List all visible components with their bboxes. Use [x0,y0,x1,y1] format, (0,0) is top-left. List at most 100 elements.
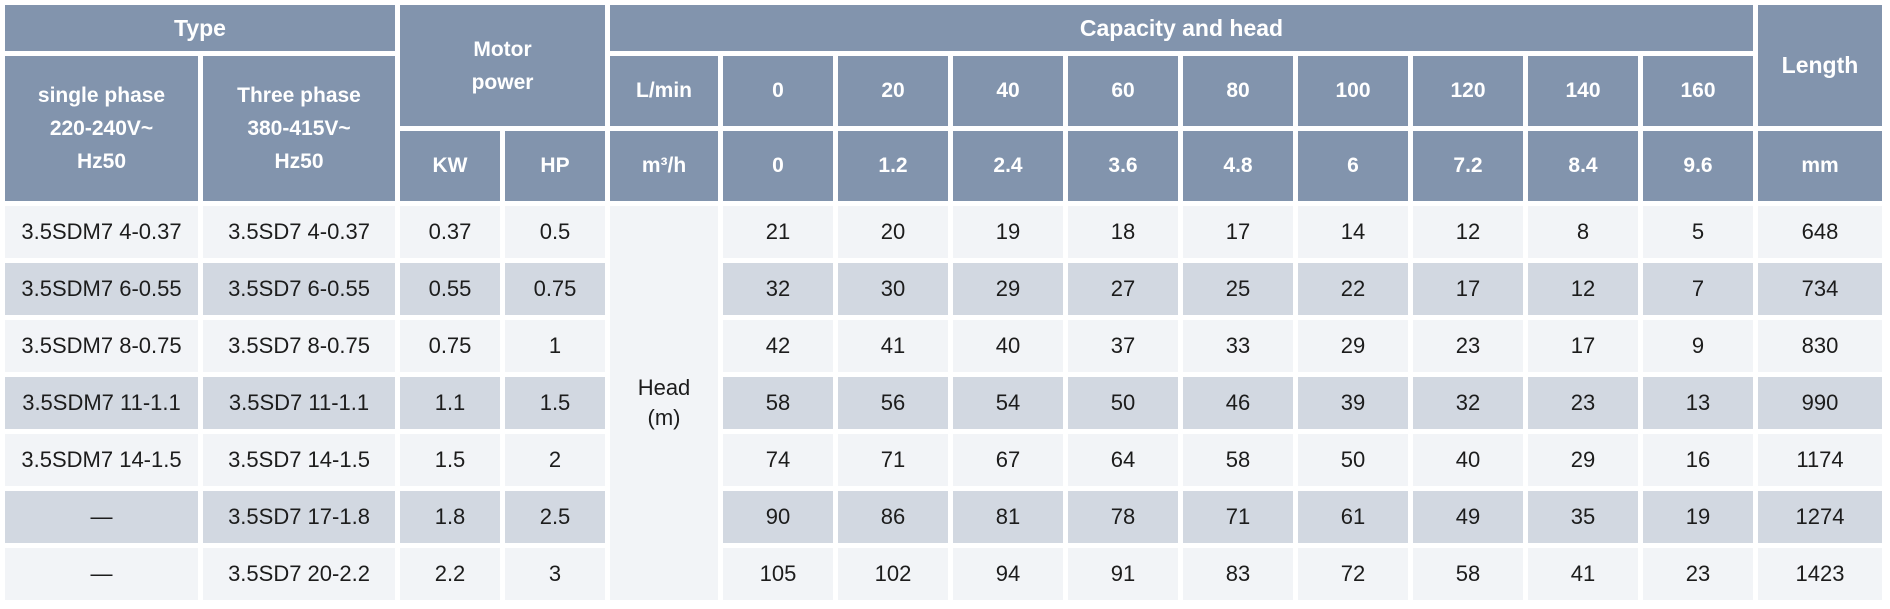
cell-head-value: 71 [838,434,948,486]
cell-hp: 0.75 [505,263,605,315]
cell-head-value: 19 [1643,491,1753,543]
header-lmin-0: 0 [723,56,833,126]
cell-head-value: 50 [1298,434,1408,486]
cell-head-value: 42 [723,320,833,372]
table-row: 3.5SDM7 14-1.5 3.5SD7 14-1.5 1.5 2 74 71… [5,434,1882,486]
cell-head-value: 49 [1413,491,1523,543]
cell-head-value: 58 [723,377,833,429]
cell-head-value: 14 [1298,206,1408,258]
header-hp: HP [505,131,605,201]
cell-head-value: 33 [1183,320,1293,372]
cell-three-phase-model: 3.5SD7 17-1.8 [203,491,395,543]
cell-hp: 0.5 [505,206,605,258]
cell-single-phase-model: — [5,548,198,600]
cell-head-value: 23 [1413,320,1523,372]
cell-kw: 1.1 [400,377,500,429]
head-m-unit-cell: Head (m) [610,206,718,600]
cell-head-value: 41 [838,320,948,372]
cell-hp: 3 [505,548,605,600]
cell-three-phase-model: 3.5SD7 11-1.1 [203,377,395,429]
header-m3h-0: 0 [723,131,833,201]
cell-head-value: 58 [1183,434,1293,486]
cell-three-phase-model: 3.5SD7 6-0.55 [203,263,395,315]
table-row: 3.5SDM7 4-0.37 3.5SD7 4-0.37 0.37 0.5 He… [5,206,1882,600]
cell-head-value: 12 [1413,206,1523,258]
cell-head-value: 12 [1528,263,1638,315]
header-lmin-40: 40 [953,56,1063,126]
cell-head-value: 40 [953,320,1063,372]
cell-head-value: 23 [1643,548,1753,600]
cell-length: 990 [1758,377,1882,429]
cell-kw: 0.55 [400,263,500,315]
cell-length: 734 [1758,263,1882,315]
head-unit-line1: Head [637,375,691,400]
cell-length: 830 [1758,320,1882,372]
header-m3h-7: 8.4 [1528,131,1638,201]
cell-head-value: 50 [1068,377,1178,429]
header-capacity-head: Capacity and head [610,5,1753,51]
cell-head-value: 67 [953,434,1063,486]
header-m3h-5: 6 [1298,131,1408,201]
cell-head-value: 30 [838,263,948,315]
cell-head-value: 41 [1528,548,1638,600]
cell-single-phase-model: 3.5SDM7 6-0.55 [5,263,198,315]
cell-head-value: 78 [1068,491,1178,543]
single-phase-line1: single phase [37,84,166,107]
cell-single-phase-model: 3.5SDM7 8-0.75 [5,320,198,372]
three-phase-line3: Hz50 [274,150,324,173]
cell-head-value: 83 [1183,548,1293,600]
table-row: — 3.5SD7 17-1.8 1.8 2.5 90 86 81 78 71 6… [5,491,1882,543]
cell-head-value: 7 [1643,263,1753,315]
cell-three-phase-model: 3.5SD7 14-1.5 [203,434,395,486]
header-lmin-140: 140 [1528,56,1638,126]
cell-single-phase-model: 3.5SDM7 14-1.5 [5,434,198,486]
cell-length: 648 [1758,206,1882,258]
cell-single-phase-model: 3.5SDM7 11-1.1 [5,377,198,429]
cell-head-value: 17 [1183,206,1293,258]
three-phase-line2: 380-415V~ [247,117,351,140]
head-unit-line2: (m) [647,405,681,430]
cell-head-value: 18 [1068,206,1178,258]
cell-kw: 0.37 [400,206,500,258]
header-m3h-1: 1.2 [838,131,948,201]
header-lmin-60: 60 [1068,56,1178,126]
cell-hp: 1 [505,320,605,372]
header-single-phase: single phase 220-240V~ Hz50 [5,56,198,201]
cell-head-value: 9 [1643,320,1753,372]
cell-kw: 0.75 [400,320,500,372]
single-phase-line3: Hz50 [76,150,127,173]
cell-head-value: 56 [838,377,948,429]
cell-head-value: 25 [1183,263,1293,315]
header-three-phase: Three phase 380-415V~ Hz50 [203,56,395,201]
cell-kw: 1.8 [400,491,500,543]
cell-head-value: 17 [1528,320,1638,372]
cell-three-phase-model: 3.5SD7 4-0.37 [203,206,395,258]
cell-head-value: 19 [953,206,1063,258]
header-row-1: Type Motor power Capacity and head Lengt… [5,5,1882,126]
cell-head-value: 58 [1413,548,1523,600]
header-m3h: m³/h [610,131,718,201]
cell-head-value: 16 [1643,434,1753,486]
cell-head-value: 32 [1413,377,1523,429]
header-m3h-8: 9.6 [1643,131,1753,201]
cell-length: 1423 [1758,548,1882,600]
motor-power-line2: power [471,70,534,94]
cell-head-value: 64 [1068,434,1178,486]
cell-head-value: 86 [838,491,948,543]
cell-length: 1174 [1758,434,1882,486]
header-length-unit: mm [1758,131,1882,201]
cell-single-phase-model: 3.5SDM7 4-0.37 [5,206,198,258]
cell-head-value: 72 [1298,548,1408,600]
header-lmin-100: 100 [1298,56,1408,126]
table-row: 3.5SDM7 11-1.1 3.5SD7 11-1.1 1.1 1.5 58 … [5,377,1882,429]
cell-head-value: 5 [1643,206,1753,258]
cell-hp: 2.5 [505,491,605,543]
cell-head-value: 37 [1068,320,1178,372]
header-m3h-6: 7.2 [1413,131,1523,201]
header-kw: KW [400,131,500,201]
cell-hp: 2 [505,434,605,486]
cell-head-value: 27 [1068,263,1178,315]
cell-head-value: 22 [1298,263,1408,315]
header-motor-power: Motor power [400,5,605,126]
